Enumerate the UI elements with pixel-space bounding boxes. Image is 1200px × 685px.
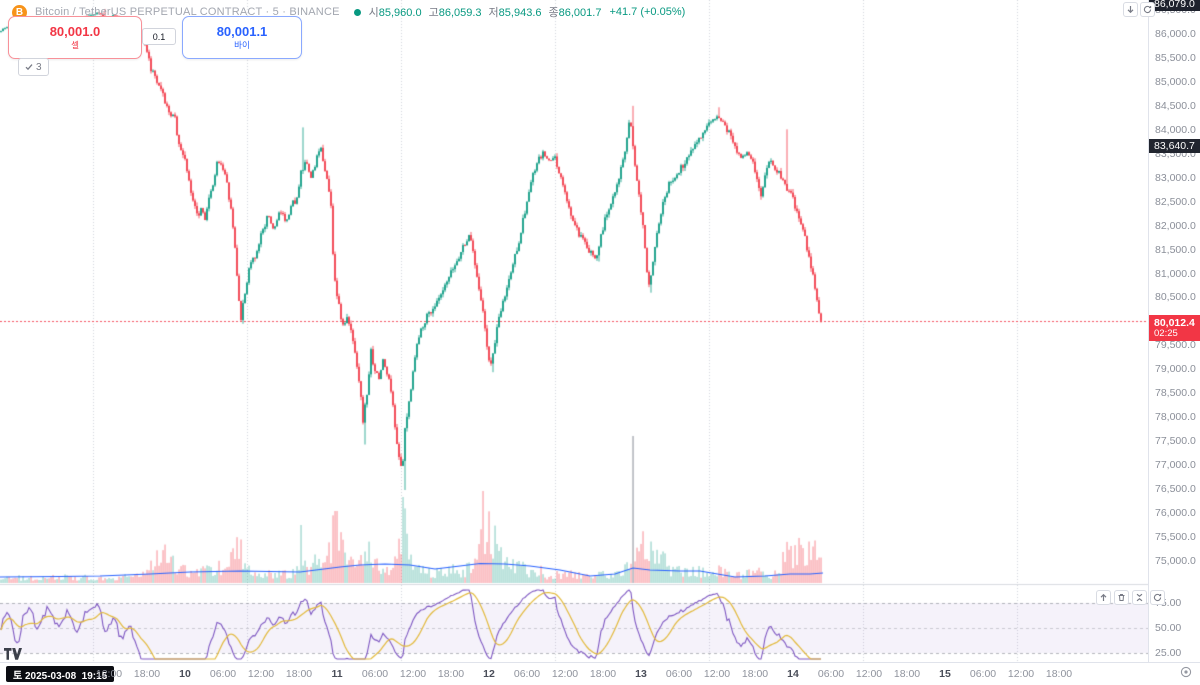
bar-countdown: 02:25 [1154, 327, 1178, 339]
sell-button[interactable]: 80,001.0 셀 [8, 16, 142, 59]
time-axis-label: 12:00 [703, 668, 731, 680]
collapse-pane-icon[interactable] [1132, 590, 1147, 605]
price-axis-label: 82,000.0 [1155, 219, 1196, 232]
time-axis-label: 06:00 [361, 668, 389, 680]
price-axis-label: 75,000.0 [1155, 554, 1196, 567]
delete-pane-icon[interactable] [1114, 590, 1129, 605]
ohlc-item: 저85,943.6 [488, 7, 542, 19]
price-axis-label: 77,500.0 [1155, 435, 1196, 448]
time-axis-day-label: 13 [635, 668, 647, 680]
last-price-badge: 80,012.4 02:25 [1149, 315, 1200, 341]
price-axis-label: 79,500.0 [1155, 339, 1196, 352]
price-axis-label: 76,000.0 [1155, 507, 1196, 519]
time-axis-label: 06:00 [665, 668, 693, 680]
price-axis-label: 85,500.0 [1155, 51, 1196, 64]
price-axis-label: 77,000.0 [1155, 459, 1196, 472]
price-axis-label: 83,000.0 [1155, 171, 1196, 184]
time-axis-label: 12:00 [247, 668, 275, 680]
price-axis-label: 81,000.0 [1155, 267, 1196, 280]
time-axis-label: 18:00 [589, 668, 617, 680]
indicator-level-label: 25.00 [1155, 647, 1182, 659]
price-chart-canvas[interactable] [0, 0, 1148, 662]
time-axis-label: 06:00 [817, 668, 845, 680]
time-axis-label: 12:00 [95, 668, 123, 680]
price-axis-label: 79,000.0 [1155, 363, 1196, 376]
time-axis-label: 18:00 [1045, 668, 1073, 680]
ohlc-item: 종86,001.7 [548, 7, 602, 19]
time-axis-label: 18:00 [741, 668, 769, 680]
price-axis-label: 85,000.0 [1155, 75, 1196, 88]
ohlc-item: 시85,960.0 [368, 7, 422, 19]
check-icon [25, 64, 33, 71]
price-axis-label: 81,500.0 [1155, 243, 1196, 256]
time-axis-label: 06:00 [209, 668, 237, 680]
price-axis-label: 86,000.0 [1155, 28, 1196, 40]
tree-count-chip[interactable]: 3 [18, 58, 49, 76]
price-marker-badge: 86,079.0 [1149, 0, 1200, 11]
spread-value: 0.1 [142, 28, 176, 45]
price-axis-label: 80,500.0 [1155, 291, 1196, 304]
time-axis-label: 12:00 [855, 668, 883, 680]
price-axis-label: 75,500.0 [1155, 530, 1196, 543]
pane-controls [1096, 590, 1165, 605]
scale-quick-buttons [1123, 2, 1155, 17]
time-axis-day-label: 15 [939, 668, 951, 680]
move-pane-up-icon[interactable] [1096, 590, 1111, 605]
last-price-value: 80,012.4 [1154, 316, 1195, 329]
time-axis-label: 18:00 [893, 668, 921, 680]
reset-scale-icon[interactable] [1140, 2, 1155, 17]
time-axis-label: 18:00 [133, 668, 161, 680]
price-change: +41.7 (+0.05%) [609, 6, 686, 18]
price-scale[interactable]: 86,079.0 83,640.7 80,012.4 02:25 86,500.… [1148, 0, 1200, 662]
maximize-pane-icon[interactable] [1150, 590, 1165, 605]
symbol-title[interactable]: Bitcoin / TetherUS PERPETUAL CONTRACT · … [35, 6, 340, 18]
time-scale[interactable]: 토 2025-03-08 19:15 12:00 18:00 10 06:00 12:0… [0, 662, 1200, 685]
time-axis-label: 06:00 [969, 668, 997, 680]
price-axis-label: 76,500.0 [1155, 483, 1196, 496]
time-axis-label: 18:00 [437, 668, 465, 680]
tradingview-logo[interactable] [4, 648, 22, 660]
buy-price: 80,001.1 [216, 23, 268, 39]
target-icon[interactable] [1180, 666, 1192, 678]
indicator-price-badge: 83,640.7 [1149, 139, 1200, 153]
chart-legend: B Bitcoin / TetherUS PERPETUAL CONTRACT … [12, 3, 685, 21]
time-axis-day-label: 10 [179, 668, 191, 680]
time-axis-label: 06:00 [513, 668, 541, 680]
price-axis-label: 84,500.0 [1155, 99, 1196, 112]
time-axis-day-label: 14 [787, 668, 799, 680]
time-axis-day-label: 11 [331, 668, 343, 680]
scroll-down-icon[interactable] [1123, 2, 1138, 17]
crosshair-date-badge: 토 2025-03-08 19:15 [6, 666, 115, 682]
price-axis-label: 78,000.0 [1155, 411, 1196, 424]
sell-price: 80,001.0 [49, 23, 101, 39]
bitcoin-icon: B [12, 4, 27, 20]
price-axis-label: 82,500.0 [1155, 195, 1196, 208]
ohlc-item: 고86,059.3 [428, 7, 482, 19]
buy-label: 바이 [234, 39, 250, 50]
tree-count: 3 [36, 61, 42, 73]
time-axis-day-label: 12 [483, 668, 495, 680]
time-axis-label: 12:00 [1007, 668, 1035, 680]
ohlc-values: 시85,960.0 고86,059.3 저85,943.6 종86,001.7 [369, 4, 602, 20]
time-axis-label: 12:00 [399, 668, 427, 680]
market-open-dot-icon[interactable] [353, 8, 361, 16]
time-axis-label: 12:00 [551, 668, 579, 680]
price-axis-label: 78,500.0 [1155, 387, 1196, 400]
buy-button[interactable]: 80,001.1 바이 [182, 16, 302, 59]
time-axis-label: 18:00 [285, 668, 313, 680]
price-axis-label: 84,000.0 [1155, 123, 1196, 136]
indicator-level-label: 50.00 [1155, 622, 1182, 634]
sell-label: 셀 [71, 39, 79, 50]
